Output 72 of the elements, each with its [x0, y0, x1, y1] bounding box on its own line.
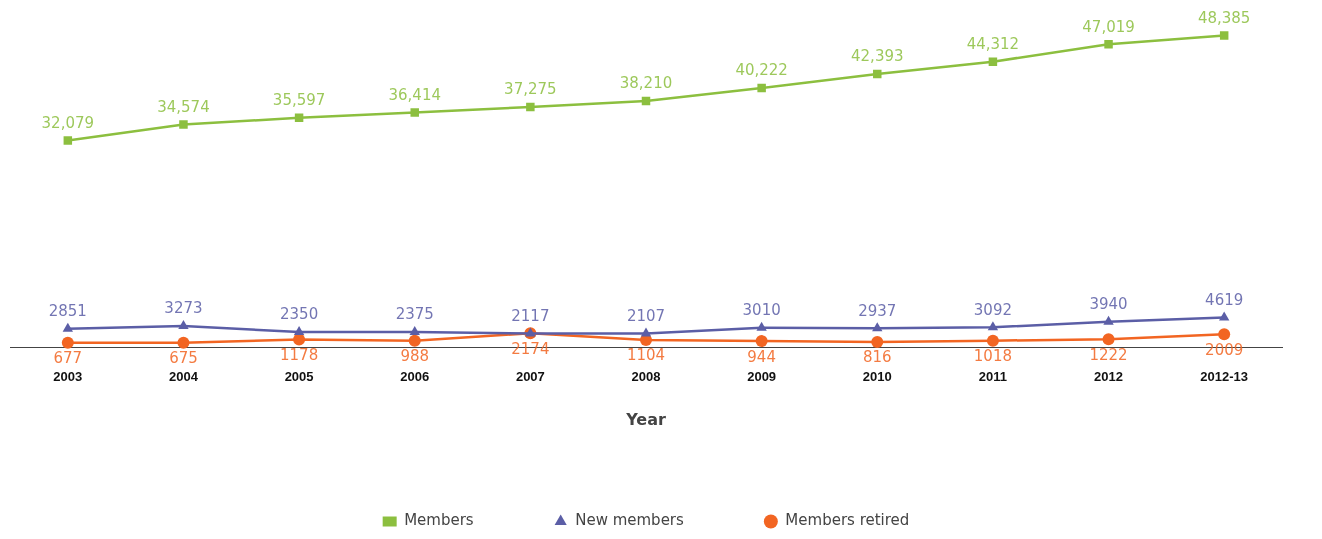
x-tick-label: 2006	[400, 368, 430, 384]
point	[177, 336, 190, 349]
data-label: 48,385	[1197, 8, 1251, 27]
point	[986, 334, 999, 347]
x-tick-label: 2012-13	[1200, 368, 1249, 384]
x-axis-title: Year	[625, 409, 666, 429]
data-label: 38,210	[619, 74, 673, 93]
x-tick-label: 2009	[747, 368, 777, 384]
data-label: 40,222	[735, 61, 788, 80]
x-tick-label: 2011	[978, 368, 1008, 384]
point	[61, 336, 74, 349]
data-label: 1018	[973, 347, 1012, 366]
point	[63, 136, 73, 145]
x-tick-label: 2010	[862, 368, 892, 384]
point	[873, 69, 882, 79]
point	[1104, 39, 1113, 49]
point	[987, 321, 999, 331]
point	[1103, 315, 1114, 325]
point	[1102, 333, 1115, 346]
point	[410, 108, 419, 117]
data-label: 36,414	[388, 85, 441, 104]
data-label: 3273	[164, 299, 203, 318]
point	[526, 102, 535, 112]
point	[409, 325, 420, 335]
data-label: 44,312	[966, 35, 1020, 54]
data-label: 3092	[973, 300, 1012, 319]
data-label: 2350	[280, 305, 319, 324]
point	[1218, 328, 1231, 341]
point	[640, 327, 652, 337]
data-label: 47,019	[1082, 17, 1135, 36]
data-label: 34,574	[157, 97, 210, 116]
data-label: 944	[747, 347, 776, 366]
data-label: 2937	[858, 301, 897, 320]
point	[757, 83, 766, 93]
point	[1219, 31, 1229, 40]
data-label: 677	[53, 349, 83, 368]
data-label: 42,393	[851, 47, 904, 66]
data-label: 1104	[626, 346, 666, 365]
point	[871, 335, 884, 348]
data-label: 3010	[742, 301, 781, 320]
data-label: 2375	[395, 305, 434, 324]
data-label: 4619	[1205, 290, 1244, 309]
x-tick-label: 2007	[515, 368, 545, 384]
legend-label: Members	[404, 511, 474, 530]
data-label: 2851	[48, 302, 87, 321]
point	[179, 120, 188, 129]
point	[872, 322, 883, 332]
data-label: 37,275	[504, 80, 557, 99]
point	[988, 57, 998, 66]
x-tick-label: 2003	[53, 368, 83, 384]
data-label: 32,079	[41, 113, 95, 132]
x-tick-label: 2012	[1094, 368, 1124, 384]
point	[62, 322, 74, 332]
point	[755, 335, 768, 348]
data-label: 1178	[280, 346, 319, 364]
x-tick-label: 2008	[631, 368, 661, 384]
data-label: 35,597	[272, 91, 326, 110]
legend-label: New members	[575, 511, 685, 530]
point	[293, 326, 305, 336]
data-label: 816	[862, 348, 892, 367]
data-label: 675	[169, 349, 198, 368]
x-tick-label: 2005	[284, 368, 314, 384]
data-label: 2117	[511, 306, 550, 325]
data-label: 3940	[1089, 295, 1128, 314]
point	[178, 320, 189, 330]
data-label: 988	[400, 347, 430, 366]
data-label: 1222	[1089, 345, 1128, 364]
point	[756, 321, 767, 331]
point	[408, 334, 421, 347]
data-label: 2107	[626, 307, 666, 326]
x-tick-label: 2004	[168, 368, 199, 384]
legend-label: Members retired	[785, 511, 910, 530]
